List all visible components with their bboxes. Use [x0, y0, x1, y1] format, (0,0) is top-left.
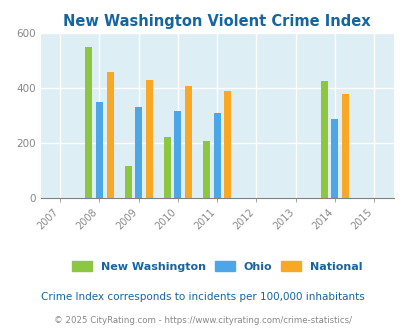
- Bar: [213, 113, 220, 198]
- Text: © 2025 CityRating.com - https://www.cityrating.com/crime-statistics/: © 2025 CityRating.com - https://www.city…: [54, 315, 351, 325]
- Legend: New Washington, Ohio, National: New Washington, Ohio, National: [67, 256, 366, 276]
- Bar: [224, 91, 231, 198]
- Bar: [320, 81, 327, 198]
- Bar: [106, 72, 113, 198]
- Bar: [174, 111, 181, 198]
- Bar: [330, 119, 338, 198]
- Bar: [135, 107, 142, 198]
- Bar: [85, 47, 92, 198]
- Title: New Washington Violent Crime Index: New Washington Violent Crime Index: [63, 14, 370, 29]
- Bar: [164, 137, 171, 198]
- Bar: [341, 94, 348, 198]
- Bar: [185, 86, 192, 198]
- Bar: [202, 141, 210, 198]
- Bar: [124, 166, 131, 198]
- Bar: [145, 80, 152, 198]
- Bar: [96, 102, 103, 198]
- Text: Crime Index corresponds to incidents per 100,000 inhabitants: Crime Index corresponds to incidents per…: [41, 292, 364, 302]
